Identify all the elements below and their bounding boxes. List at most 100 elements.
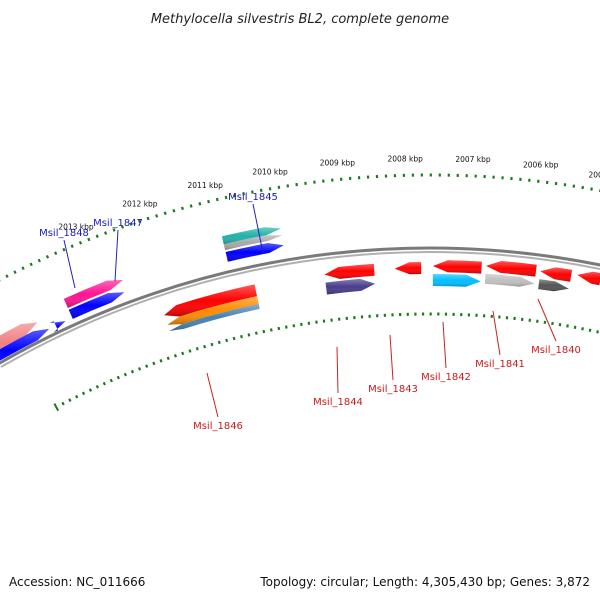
- inner-tick: [254, 331, 258, 335]
- gene-label-group[interactable]: Msil_1844: [313, 346, 363, 408]
- kbp-label: 2010 kbp: [252, 168, 288, 177]
- kbp-label: 2008 kbp: [388, 154, 424, 163]
- map-title: Methylocella silvestris BL2, complete ge…: [151, 12, 449, 27]
- inner-tick: [210, 342, 214, 347]
- gene-arrow-msil-1844: [324, 263, 375, 279]
- inner-tick: [173, 354, 177, 358]
- gene-label[interactable]: Msil_1846: [193, 421, 243, 432]
- outer-tick: [198, 202, 202, 206]
- inner-tick: [81, 391, 86, 396]
- kbp-label: 2005 kbp: [589, 171, 600, 180]
- outer-tick: [54, 251, 58, 256]
- inner-tick: [145, 364, 149, 368]
- leader-line: [389, 334, 394, 381]
- feature-block: [49, 321, 66, 333]
- feature-block: [169, 304, 260, 331]
- inner-tick: [247, 333, 251, 337]
- outer-tick: [224, 195, 228, 200]
- inner-tick: [203, 344, 207, 349]
- kbp-label: 2012 kbp: [122, 199, 158, 208]
- outer-tick: [112, 228, 116, 232]
- kbp-label: 2009 kbp: [320, 159, 356, 168]
- feature-block: [538, 279, 569, 292]
- inner-tick: [137, 367, 142, 371]
- accession-label: Accession: NC_011666: [9, 575, 145, 589]
- inner-tick: [581, 327, 584, 331]
- gene-label-group[interactable]: Msil_1842: [421, 321, 471, 383]
- kbp-label: 2013 kbp: [58, 223, 94, 232]
- inner-tick: [566, 324, 569, 328]
- outer-tick: [5, 274, 9, 279]
- outer-tick: [242, 192, 245, 196]
- gene-label-group[interactable]: Msil_1848: [39, 228, 89, 289]
- gene-label-group[interactable]: Msil_1846: [193, 372, 243, 432]
- gene-label[interactable]: Msil_1847: [93, 218, 143, 229]
- outer-tick: [13, 270, 17, 274]
- outer-tick: [21, 266, 25, 271]
- gene-arrow-msil-1841: [486, 261, 537, 277]
- inner-tick: [123, 372, 127, 377]
- inner-tick: [109, 378, 113, 383]
- outer-tick: [104, 231, 108, 235]
- gene-label-group[interactable]: Msil_1840: [531, 298, 581, 356]
- kbp-label: 2006 kbp: [523, 161, 559, 170]
- label-layer: Msil_1848 Msil_1847 Msil_1846 Msil_1845 Msil…: [39, 192, 581, 432]
- gene-label[interactable]: Msil_1845: [228, 192, 278, 203]
- genome-backbone-outer: [0, 246, 600, 365]
- outer-tick: [590, 187, 593, 191]
- genome-backbone-inner: [0, 251, 600, 368]
- gene-label-group[interactable]: Msil_1841: [475, 310, 525, 370]
- leader-line: [114, 229, 119, 282]
- inner-tick: [88, 388, 93, 392]
- outer-tick: [62, 247, 66, 252]
- leader-line: [252, 203, 264, 254]
- feature-block: [167, 296, 259, 325]
- inner-tick: [159, 359, 163, 363]
- inner-tick: [292, 324, 296, 328]
- track-layer: [0, 246, 600, 368]
- outer-tick: [189, 204, 193, 208]
- gene-label[interactable]: Msil_1842: [421, 372, 471, 383]
- gene-arrow-msil-1846: [164, 284, 257, 317]
- inner-tick: [225, 338, 229, 343]
- genome-summary: Topology: circular; Length: 4,305,430 bp…: [259, 575, 590, 589]
- gene-label[interactable]: Msil_1841: [475, 359, 525, 370]
- inner-tick: [277, 326, 281, 331]
- outer-tick: [251, 190, 254, 194]
- inner-tick: [232, 336, 236, 341]
- inner-tick: [188, 349, 192, 353]
- kbp-label: 2011 kbp: [188, 181, 224, 190]
- gene-label[interactable]: Msil_1848: [39, 228, 89, 239]
- gene-label[interactable]: Msil_1843: [368, 384, 418, 395]
- gene-arrow-msil-1843: [394, 262, 422, 275]
- outer-tick: [70, 244, 74, 248]
- gene-arrow-msil-1842: [432, 260, 482, 274]
- outer-tick: [259, 188, 263, 193]
- feature-block: [432, 274, 481, 287]
- gene-label-group[interactable]: Msil_1843: [368, 334, 418, 395]
- inner-tick: [116, 375, 120, 380]
- tick-layer: 2005 kbp 2006 kbp 2007 kbp 2008 kbp 2009 kbp…: [0, 154, 600, 412]
- inner-tick: [102, 381, 106, 386]
- gene-label[interactable]: Msil_1840: [531, 345, 581, 356]
- inner-tick: [166, 356, 170, 361]
- inner-tick: [95, 385, 100, 389]
- outer-tick: [207, 199, 210, 204]
- inner-tick: [596, 330, 599, 334]
- gene-arrow-msil-1840: [540, 267, 573, 282]
- outer-tick: [163, 211, 167, 216]
- feature-block: [221, 227, 281, 245]
- outer-tick: [37, 258, 41, 263]
- outer-tick: [155, 214, 159, 218]
- gene-arrow-msil-1847: [63, 280, 123, 308]
- outer-tick: [45, 255, 50, 259]
- outer-tick: [181, 206, 184, 211]
- gene-label-group[interactable]: Msil_1847: [93, 218, 143, 282]
- outer-tick: [95, 234, 99, 239]
- gene-label[interactable]: Msil_1844: [313, 397, 363, 408]
- inner-tick: [152, 361, 156, 366]
- inner-tick: [240, 334, 243, 339]
- inner-tick: [573, 325, 577, 330]
- outer-tick: [120, 225, 125, 229]
- gene-label-group[interactable]: Msil_1845: [228, 192, 278, 254]
